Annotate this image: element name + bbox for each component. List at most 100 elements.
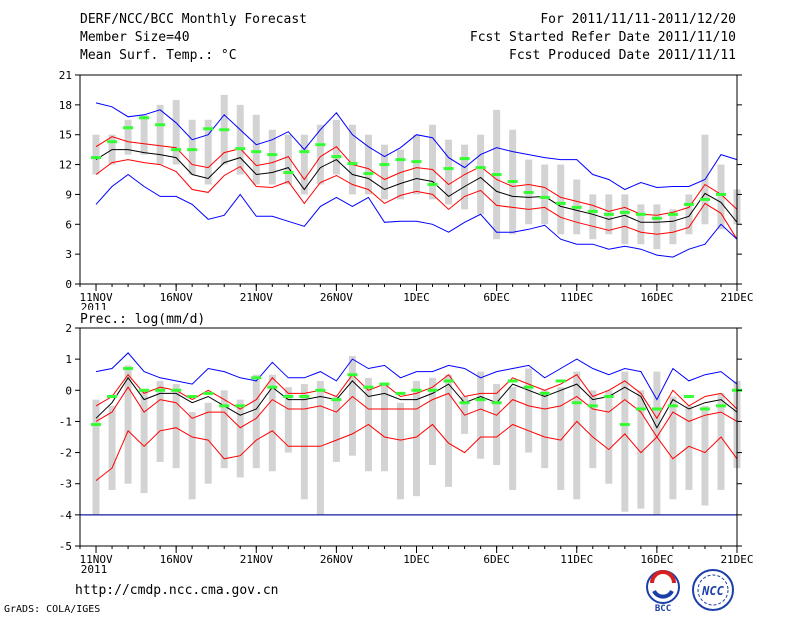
obs-range-box — [124, 365, 132, 484]
obs-range-box — [396, 402, 404, 500]
obs-range-box — [140, 390, 148, 494]
produced-date: Fcst Produced Date 2011/11/11 — [509, 48, 736, 63]
obs-range-box — [445, 139, 453, 205]
series-mean-line — [95, 376, 738, 429]
obs-range-box — [236, 104, 244, 175]
x-tick-label: 26NOV — [320, 291, 353, 304]
obs-range-box — [429, 377, 437, 466]
grads-credit: GrADS: COLA/IGES — [4, 604, 101, 615]
obs-range-box — [413, 380, 421, 497]
series-std-upper-line — [95, 373, 738, 420]
precip-label: Prec.: log(mm/d) — [80, 312, 206, 327]
started-date: Fcst Started Refer Date 2011/11/10 — [469, 30, 736, 45]
obs-range-box — [637, 204, 645, 245]
x-tick-year-label: 2011 — [81, 563, 108, 576]
y-tick-label: -2 — [59, 447, 72, 460]
footer-url[interactable]: http://cmdp.ncc.cma.gov.cn — [75, 583, 279, 598]
obs-range-box — [717, 393, 725, 490]
obs-range-box — [621, 194, 629, 245]
series-max-line — [95, 102, 738, 191]
y-tick-label: 15 — [59, 129, 72, 142]
series-mean-line — [95, 149, 738, 223]
obs-range-box — [188, 119, 196, 175]
obs-range-box — [204, 119, 212, 185]
y-tick-label: -4 — [59, 509, 73, 522]
obs-range-box — [605, 390, 613, 484]
obs-range-box — [364, 134, 372, 195]
ncc-logo-text: NCC — [701, 584, 724, 598]
x-tick-label: 16NOV — [160, 553, 193, 566]
x-tick-label: 21NOV — [240, 553, 273, 566]
y-tick-label: 0 — [65, 278, 72, 291]
obs-range-box — [413, 134, 421, 195]
obs-range-box — [589, 194, 597, 240]
y-tick-label: 21 — [59, 69, 72, 82]
ncc-logo: NCC — [692, 569, 734, 611]
plot-frame — [79, 74, 738, 285]
obs-range-box — [268, 129, 276, 185]
obs-range-box — [541, 164, 549, 225]
y-tick-label: 3 — [65, 248, 72, 261]
obs-range-box — [124, 119, 132, 155]
x-tick-label: 21NOV — [240, 291, 273, 304]
obs-range-box — [220, 390, 228, 469]
x-tick-label: 16DEC — [640, 291, 673, 304]
y-tick-label: 0 — [65, 384, 72, 397]
x-tick-label: 6DEC — [483, 291, 510, 304]
y-tick-label: 1 — [65, 353, 72, 366]
y-tick-label: 6 — [65, 218, 72, 231]
obs-range-box — [589, 390, 597, 469]
y-tick-label: 2 — [65, 322, 72, 335]
obs-range-box — [557, 164, 565, 235]
obs-range-box — [316, 124, 324, 185]
obs-range-box — [332, 396, 340, 462]
obs-range-box — [172, 384, 180, 469]
series-max-line — [95, 352, 738, 401]
y-tick-label: 9 — [65, 188, 72, 201]
obs-range-box — [316, 380, 324, 515]
plot-frame — [79, 327, 738, 547]
bcc-logo-text: BCC — [655, 604, 671, 613]
obs-range-box — [717, 164, 725, 230]
obs-range-box — [348, 356, 356, 456]
obs-range-box — [541, 390, 549, 469]
obs-range-box — [669, 209, 677, 245]
obs-range-box — [300, 384, 308, 500]
x-tick-label: 1DEC — [403, 553, 430, 566]
x-tick-label: 16NOV — [160, 291, 193, 304]
obs-range-box — [380, 384, 388, 472]
obs-range-box — [380, 144, 388, 200]
series-std-lower-line — [95, 386, 738, 438]
x-tick-label: 16DEC — [640, 553, 673, 566]
obs-range-box — [204, 402, 212, 484]
y-tick-label: 18 — [59, 99, 72, 112]
obs-range-box — [621, 371, 629, 512]
obs-range-box — [284, 387, 292, 453]
obs-range-box — [172, 99, 180, 165]
obs-range-box — [637, 390, 645, 509]
obs-range-box — [653, 371, 661, 515]
x-tick-label: 1DEC — [403, 291, 430, 304]
series-std-upper-line — [95, 136, 738, 216]
obs-range-box — [252, 374, 260, 469]
obs-range-box — [300, 134, 308, 195]
obs-range-box — [477, 371, 485, 459]
obs-range-box — [445, 374, 453, 487]
x-tick-label: 6DEC — [483, 553, 510, 566]
obs-range-box — [685, 405, 693, 490]
obs-range-box — [140, 114, 148, 155]
variable-label: Mean Surf. Temp.: °C — [80, 48, 237, 63]
obs-range-box — [477, 134, 485, 215]
series-min-line — [95, 173, 738, 258]
bcc-logo: BCC — [646, 570, 680, 613]
obs-range-box — [92, 399, 100, 515]
x-tick-label: 11NOV — [79, 291, 112, 304]
x-tick-label: 26NOV — [320, 553, 353, 566]
chart-title: DERF/NCC/BCC Monthly Forecast — [80, 12, 307, 27]
y-tick-label: -3 — [59, 478, 72, 491]
x-tick-year-label: 2011 — [81, 301, 108, 310]
member-size: Member Size=40 — [80, 30, 190, 45]
obs-range-box — [252, 114, 260, 185]
x-tick-label: 21DEC — [720, 291, 753, 304]
